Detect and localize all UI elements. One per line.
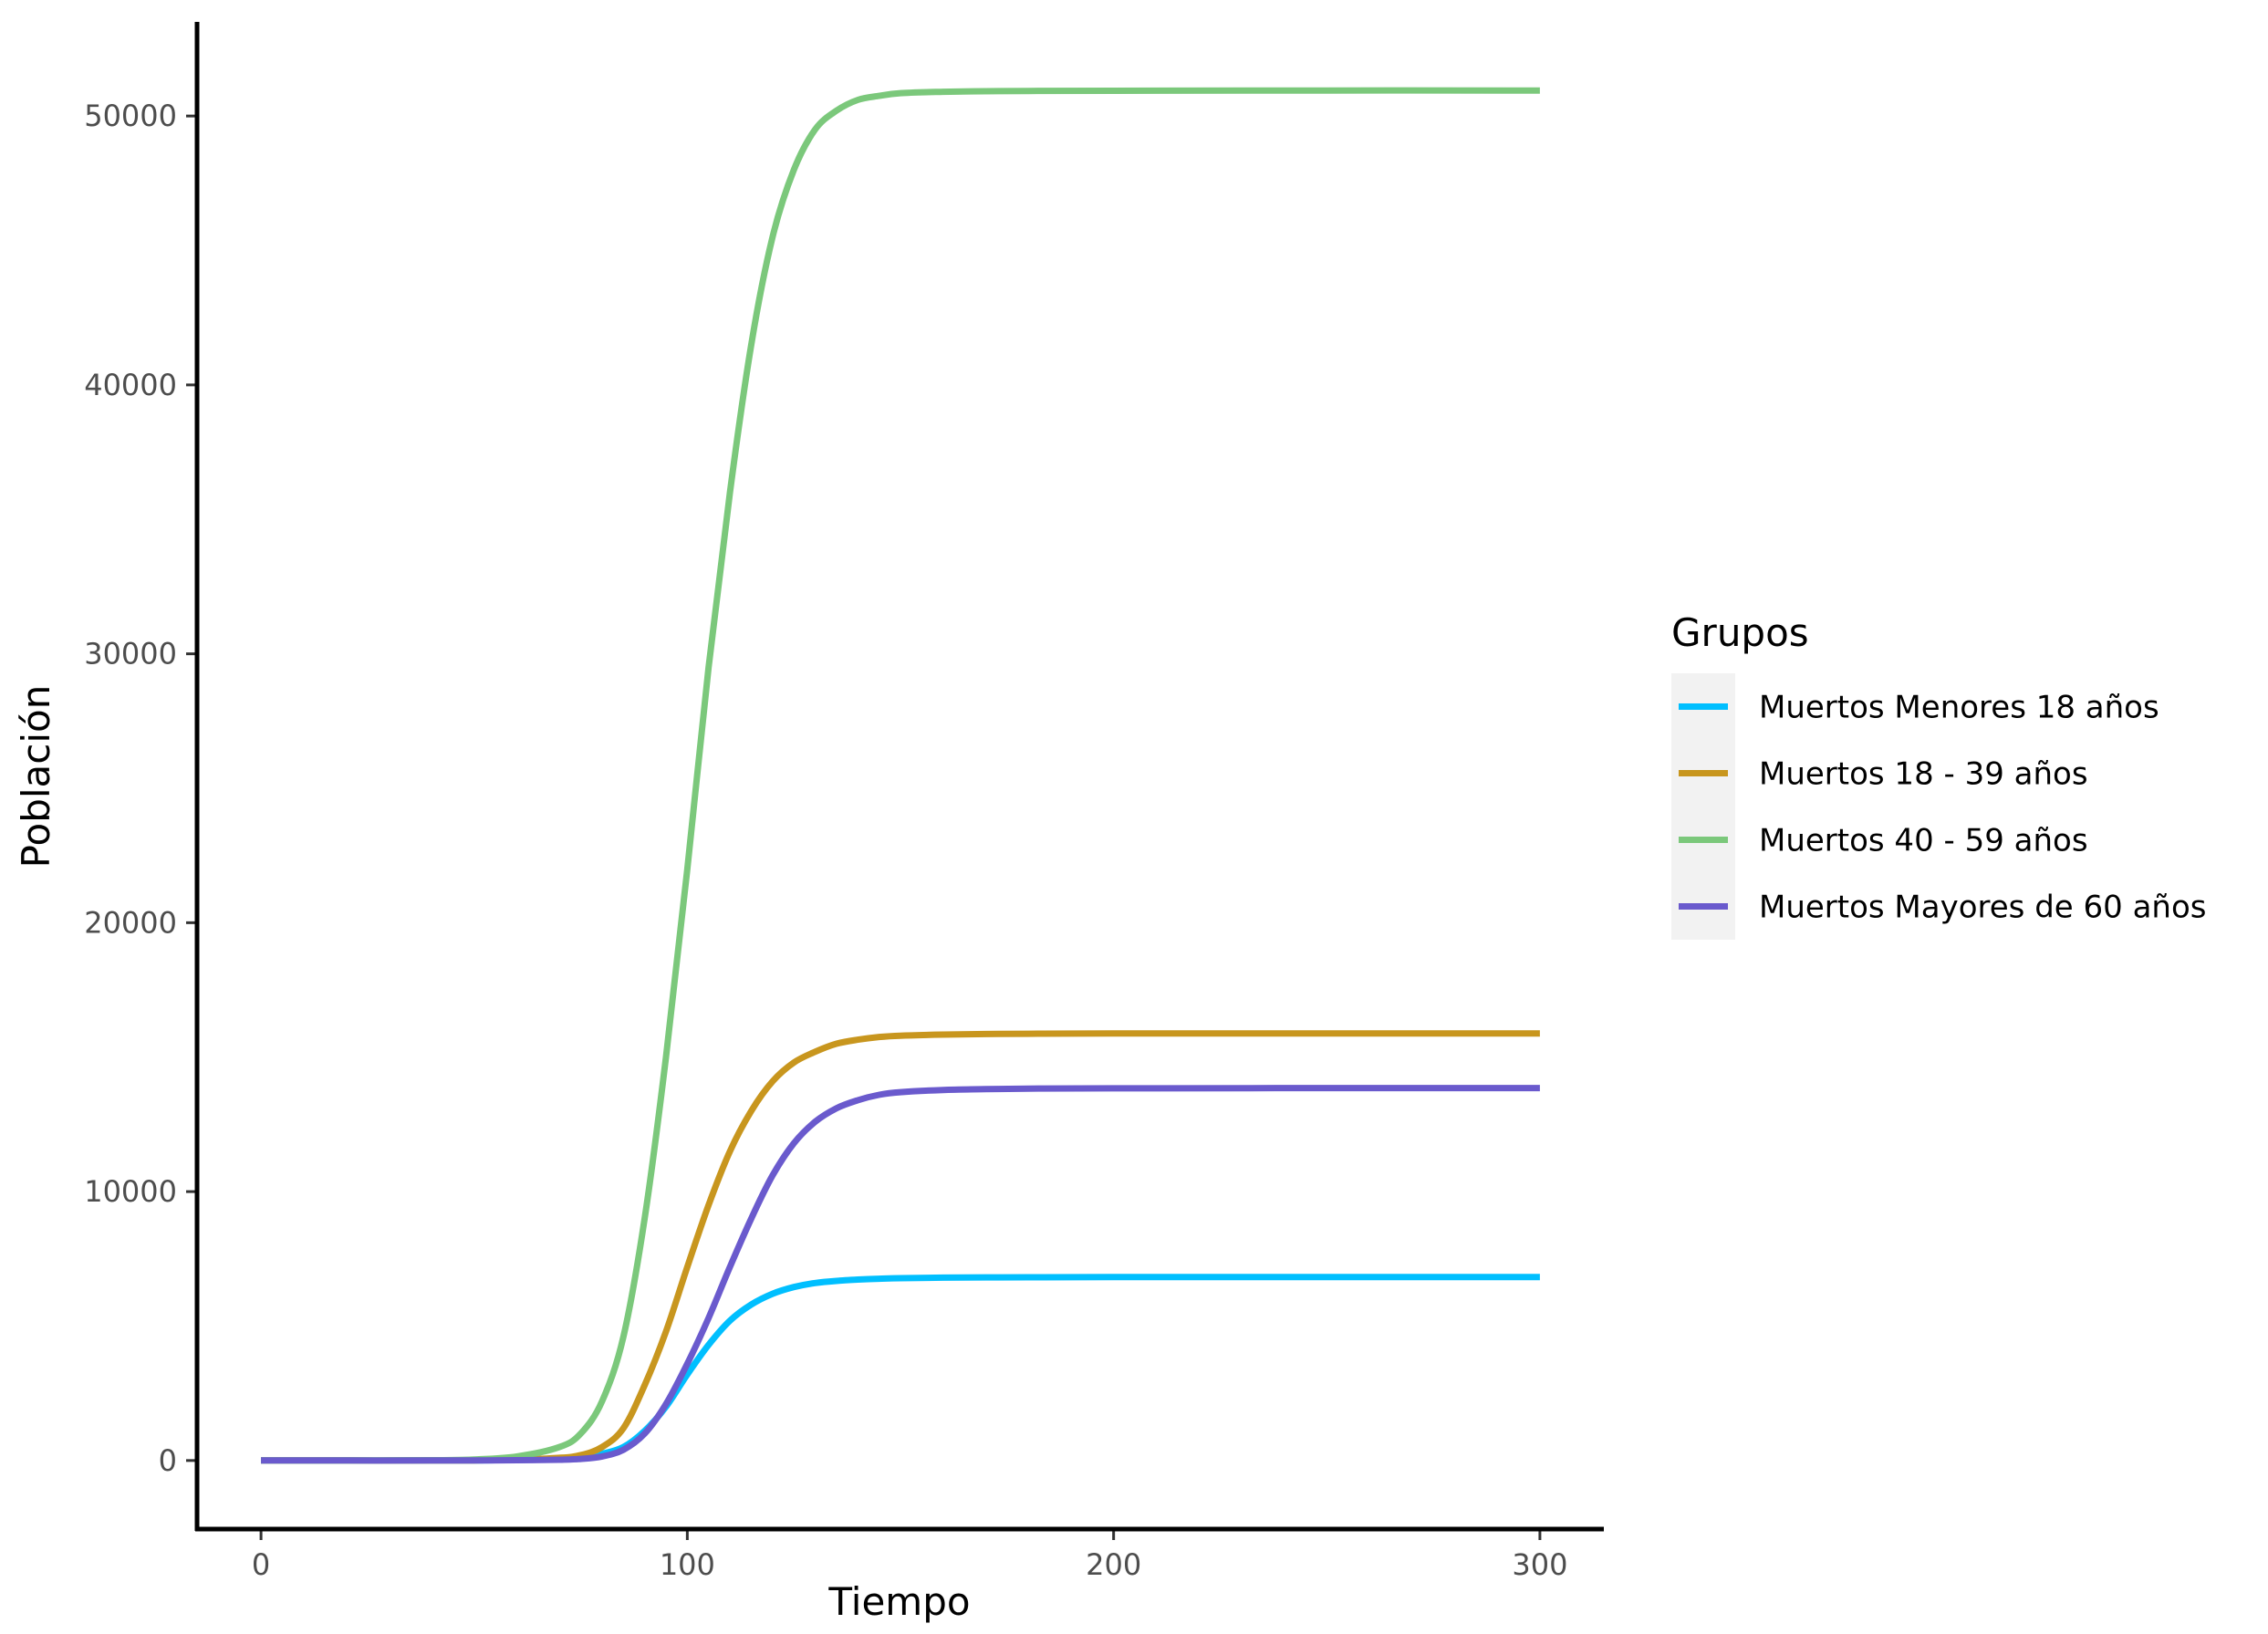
- legend: Grupos Muertos Menores 18 años Muertos 18…: [1671, 610, 2206, 940]
- series-line-3: [261, 87, 1540, 1464]
- series-line-2: [261, 1030, 1540, 1464]
- x-axis-ticks: 0 100 200 300: [252, 1529, 1567, 1582]
- y-tick-label: 10000: [84, 1174, 177, 1209]
- legend-label-2: Muertos 18 - 39 años: [1759, 756, 2088, 793]
- legend-label-4: Muertos Mayores de 60 años: [1759, 890, 2206, 926]
- x-tick-label: 0: [252, 1547, 270, 1582]
- legend-items: Muertos Menores 18 años Muertos 18 - 39 a…: [1679, 690, 2206, 926]
- series-line-1: [261, 1274, 1540, 1464]
- y-tick-label: 30000: [84, 637, 177, 671]
- x-tick-label: 100: [660, 1547, 715, 1582]
- y-tick-label: 20000: [84, 905, 177, 940]
- y-tick-label: 40000: [84, 368, 177, 402]
- y-axis-ticks: 0 10000 20000 30000 40000 50000: [84, 99, 197, 1478]
- x-tick-label: 200: [1086, 1547, 1141, 1582]
- series-lines: [261, 87, 1540, 1464]
- x-axis-title: Tiempo: [827, 1579, 970, 1624]
- y-tick-label: 0: [159, 1443, 177, 1478]
- legend-key-background: [1671, 673, 1735, 940]
- legend-title: Grupos: [1671, 610, 1809, 655]
- series-line-4: [261, 1085, 1540, 1464]
- x-tick-label: 300: [1512, 1547, 1567, 1582]
- y-axis-title: Población: [14, 685, 58, 869]
- y-tick-label: 50000: [84, 99, 177, 133]
- legend-label-1: Muertos Menores 18 años: [1759, 690, 2159, 726]
- legend-label-3: Muertos 40 - 59 años: [1759, 823, 2088, 859]
